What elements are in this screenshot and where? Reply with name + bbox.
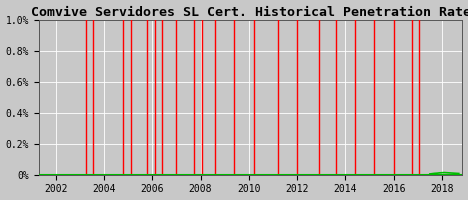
Title: Comvive Servidores SL Cert. Historical Penetration Rate: Comvive Servidores SL Cert. Historical P…: [30, 6, 468, 19]
